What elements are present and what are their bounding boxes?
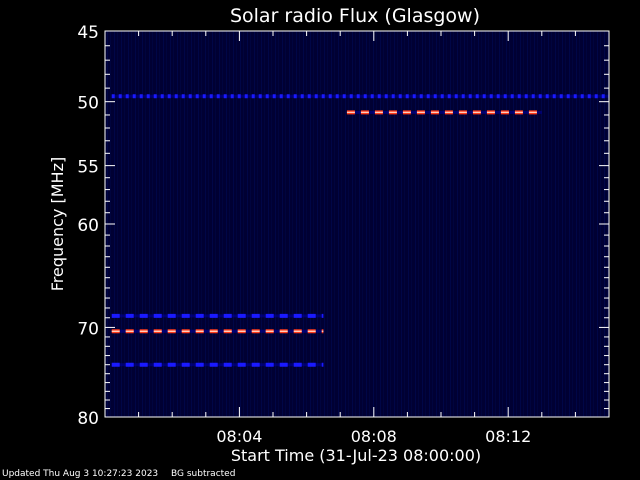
spectral-features <box>111 94 609 367</box>
x-tick-label: 08:12 <box>485 427 531 446</box>
y-axis: 45 50 55 60 70 80 <box>77 23 609 429</box>
x-axis-label: Start Time (31-Jul-23 08:00:00) <box>231 446 481 465</box>
updated-timestamp: Updated Thu Aug 3 10:27:23 2023 <box>2 469 159 479</box>
y-axis-label: Frequency [MHz] <box>48 157 67 291</box>
x-axis: 08:04 08:08 08:12 <box>138 31 576 446</box>
y-tick-label: 60 <box>77 216 99 236</box>
background-mode: BG subtracted <box>171 469 236 479</box>
plot-area <box>105 31 609 417</box>
x-tick-label: 08:08 <box>351 427 397 446</box>
y-tick-label: 70 <box>77 319 99 339</box>
y-tick-label: 45 <box>77 23 99 43</box>
x-tick-label: 08:04 <box>216 427 262 446</box>
y-tick-label: 80 <box>77 409 99 429</box>
y-tick-label: 50 <box>77 94 99 114</box>
y-tick-label: 55 <box>77 158 99 178</box>
chart-title: Solar radio Flux (Glasgow) <box>230 5 480 27</box>
